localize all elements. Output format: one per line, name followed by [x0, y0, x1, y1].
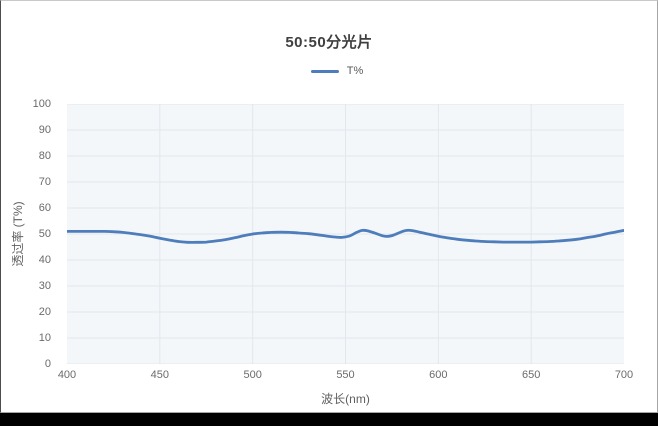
- x-axis-title: 波长(nm): [321, 392, 370, 406]
- x-tick-label: 650: [521, 369, 541, 381]
- legend: T%: [9, 65, 658, 77]
- y-tick-label: 40: [38, 254, 51, 266]
- y-tick-label: 70: [38, 176, 51, 188]
- y-tick-label: 50: [38, 228, 51, 240]
- legend-item-t-percent[interactable]: T%: [346, 65, 364, 77]
- plot-area: [67, 104, 624, 364]
- y-tick-label: 10: [38, 332, 51, 344]
- y-tick-label: 20: [38, 306, 51, 318]
- y-axis-tick-labels: 0 10 20 30 40 50 60 70 80 90 100: [1, 98, 59, 370]
- y-tick-label: 100: [32, 98, 51, 110]
- y-tick-label: 30: [38, 280, 51, 292]
- y-tick-label: 80: [38, 150, 51, 162]
- x-tick-label: 450: [150, 369, 169, 381]
- chart-title: 50:50分光片: [285, 34, 373, 51]
- chart-card: 50:50分光片 T% 透过率 (T%) 0 10 20 30 40 50 60 70 80 90…: [0, 0, 658, 413]
- x-tick-label: 550: [336, 369, 355, 381]
- legend-line-swatch: [310, 69, 339, 73]
- x-tick-label: 700: [614, 369, 634, 381]
- x-tick-label: 600: [429, 369, 448, 381]
- x-axis-tick-labels: 400 450 500 550 600 650 700: [58, 368, 633, 382]
- plot-svg: [67, 104, 624, 364]
- x-tick-label: 500: [243, 369, 262, 381]
- y-tick-label: 0: [44, 358, 51, 370]
- x-tick-label: 400: [57, 369, 77, 381]
- bottom-black-strip: [0, 413, 658, 426]
- y-tick-label: 60: [38, 202, 51, 214]
- y-tick-label: 90: [38, 124, 51, 136]
